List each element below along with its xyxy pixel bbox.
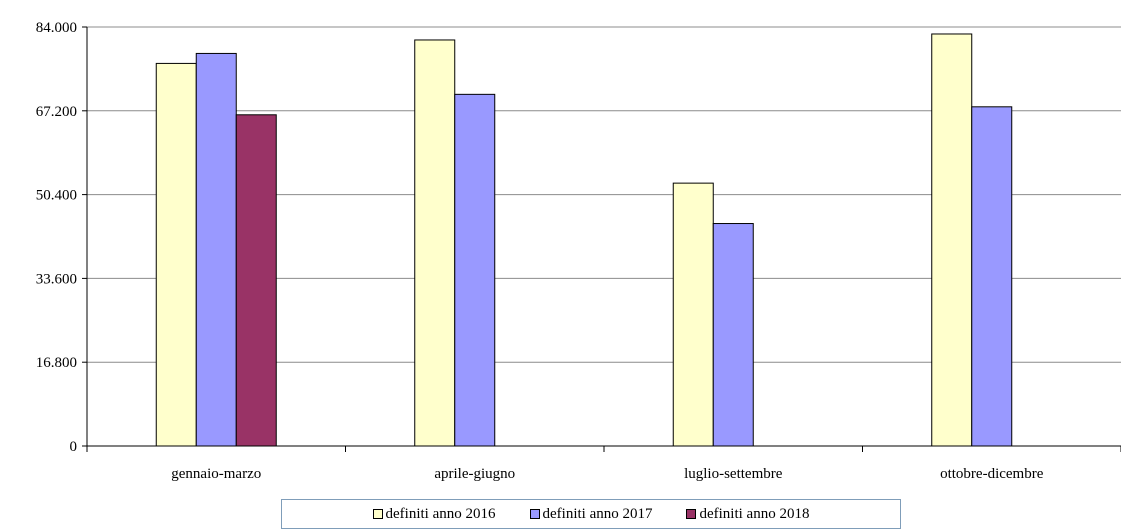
bar xyxy=(672,182,714,447)
y-tick-label: 16.800 xyxy=(36,355,77,371)
legend: definiti anno 2016 definiti anno 2017 de… xyxy=(281,499,901,529)
y-tick-label: 50.400 xyxy=(36,188,77,204)
x-tick-label: luglio-settembre xyxy=(684,466,783,482)
y-tick-label: 84.000 xyxy=(36,20,77,36)
legend-item-2016: definiti anno 2016 xyxy=(372,505,496,523)
bar xyxy=(971,106,1013,447)
x-tick-label: aprile-giugno xyxy=(434,466,515,482)
legend-label-2018: definiti anno 2018 xyxy=(699,505,810,522)
legend-swatch-2016 xyxy=(372,509,383,519)
bar xyxy=(155,62,197,447)
y-tick-label: 0 xyxy=(70,439,78,455)
bar xyxy=(931,33,973,447)
legend-label-2016: definiti anno 2016 xyxy=(385,505,496,522)
y-tick-label: 33.600 xyxy=(36,271,77,287)
legend-item-2018: definiti anno 2018 xyxy=(686,506,809,523)
bar xyxy=(712,223,754,447)
x-tick-label: ottobre-dicembre xyxy=(940,466,1044,482)
bar-chart: 0 16.800 33.600 50.400 67.200 84.000 gennaio-m… xyxy=(36,20,1121,482)
bar xyxy=(195,52,237,447)
bar xyxy=(414,39,456,447)
legend-swatch-2018 xyxy=(686,509,697,519)
x-tick-label: gennaio-marzo xyxy=(171,466,261,482)
bar xyxy=(454,93,496,447)
legend-label-2017: definiti anno 2017 xyxy=(542,505,653,522)
legend-item-2017: definiti anno 2017 xyxy=(529,505,653,523)
y-tick-label: 67.200 xyxy=(36,104,77,120)
legend-swatch-2017 xyxy=(529,509,540,519)
bar xyxy=(235,114,277,447)
